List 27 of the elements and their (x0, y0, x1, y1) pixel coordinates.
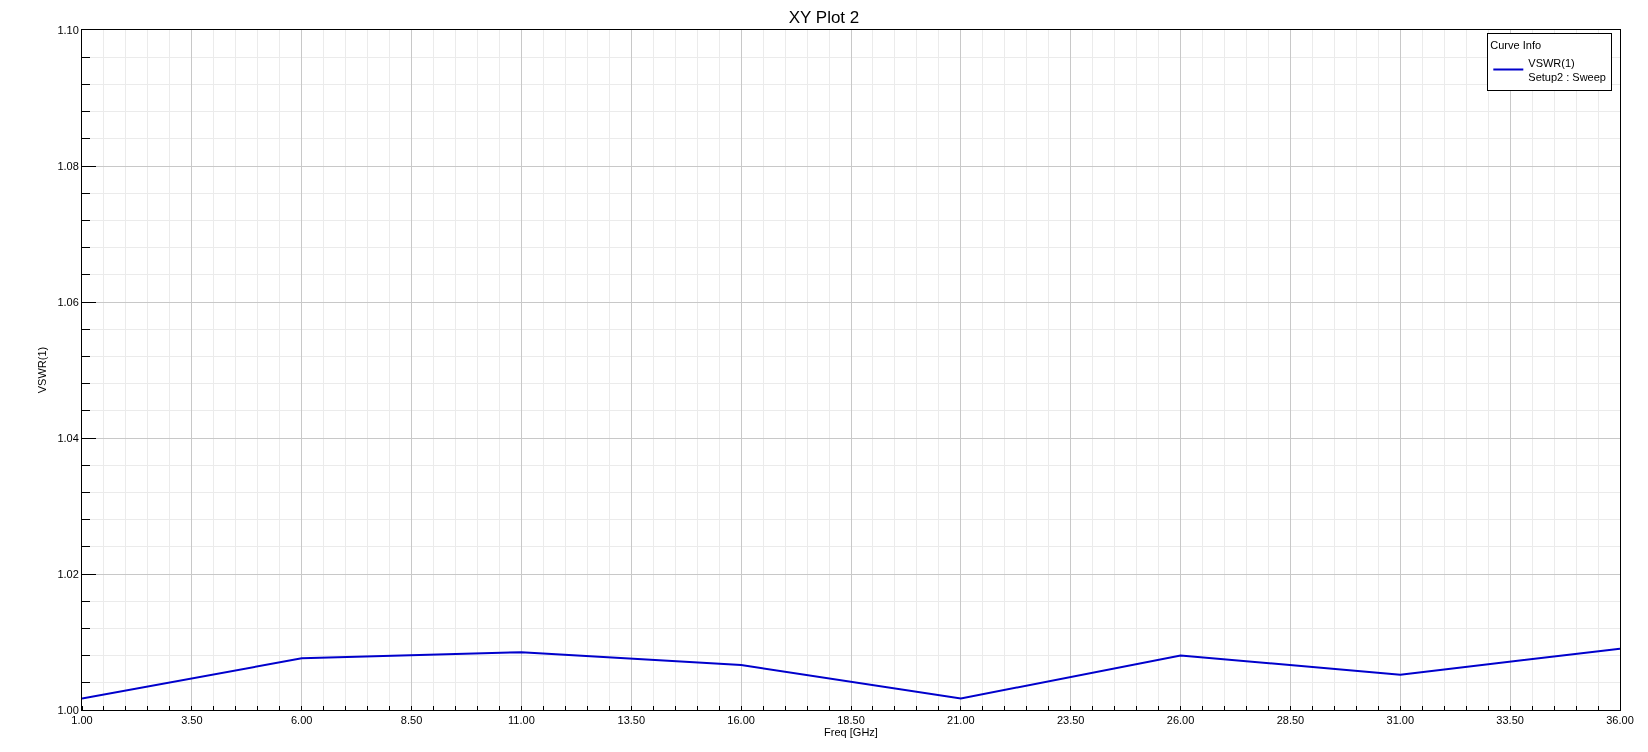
x-tick-label: 21.00 (947, 714, 975, 727)
y-tick-label: 1.10 (57, 23, 79, 36)
x-tick-label: 23.50 (1056, 714, 1085, 727)
x-tick-label: 1.00 (71, 714, 93, 727)
legend-label: VSWR(1) Setup2 : Sweep (1528, 56, 1606, 83)
y-axis-title: VSWR(1) (36, 346, 49, 394)
x-axis-title: Freq [GHz] (824, 726, 878, 739)
x-tick-label: 31.00 (1386, 714, 1415, 727)
x-tick-label: 6.00 (291, 714, 313, 727)
line-series (82, 647, 1620, 700)
x-tick-label: 26.00 (1166, 714, 1195, 727)
x-tick-label: 28.50 (1276, 714, 1305, 727)
x-tick-label: 36.00 (1606, 714, 1634, 727)
y-tick-label: 1.06 (57, 295, 79, 308)
x-tick-label: 16.00 (727, 714, 755, 727)
x-tick-label: 8.50 (400, 714, 423, 727)
chart-title: XY Plot 2 (788, 8, 860, 28)
x-tick-label: 13.50 (617, 714, 646, 727)
x-tick-label: 3.50 (181, 714, 203, 727)
x-tick-label: 18.50 (837, 714, 865, 727)
x-tick-label: 33.50 (1496, 714, 1524, 727)
y-tick-label: 1.02 (57, 567, 79, 580)
x-tick-label: 11.00 (508, 714, 535, 727)
y-tick-label: 1.08 (57, 159, 79, 172)
y-tick-label: 1.00 (57, 703, 79, 716)
legend-title: Curve Info (1490, 38, 1542, 51)
y-tick-label: 1.04 (57, 431, 79, 444)
